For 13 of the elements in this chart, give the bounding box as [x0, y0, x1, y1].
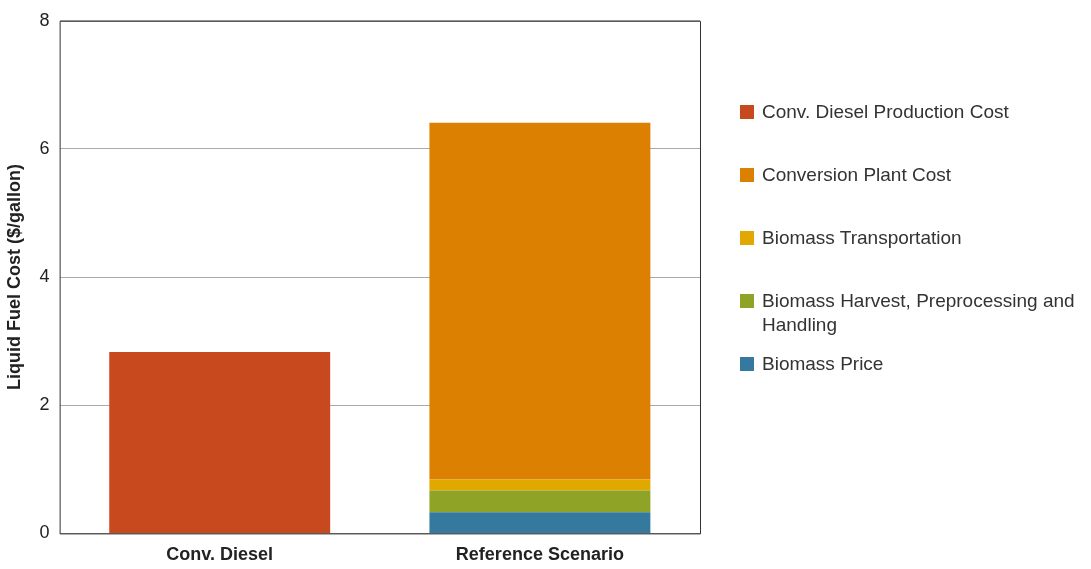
legend-label: Biomass Transportation [762, 226, 962, 250]
x-tick-label: Reference Scenario [455, 544, 624, 565]
y-axis-title: Liquid Fuel Cost ($/gallon) [3, 164, 24, 391]
legend-label: Conv. Diesel Production Cost [762, 100, 1009, 124]
y-tick-label: 4 [39, 266, 50, 287]
y-tick-label: 2 [39, 394, 50, 415]
legend-label: Biomass Harvest, Preprocessing and Handling [762, 289, 1076, 337]
y-tick-label: 8 [39, 9, 50, 30]
y-tick-label: 6 [39, 137, 50, 158]
x-tick-label: Conv. Diesel [166, 544, 274, 565]
legend-label: Conversion Plant Cost [762, 163, 952, 187]
y-tick-label: 0 [39, 522, 50, 543]
legend-label: Biomass Price [762, 352, 884, 376]
